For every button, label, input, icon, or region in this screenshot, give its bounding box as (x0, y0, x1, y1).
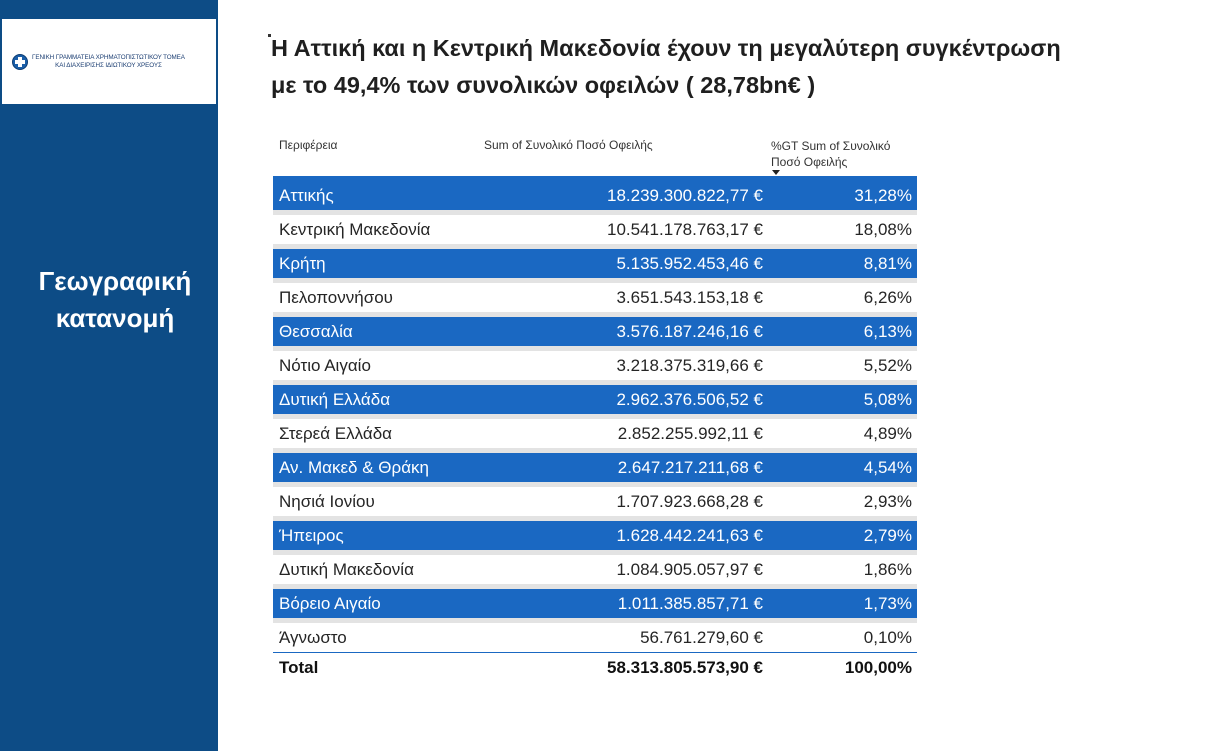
sort-descending-icon[interactable] (772, 170, 780, 175)
cell-region: Θεσσαλία (279, 322, 353, 341)
cell-region: Κεντρική Μακεδονία (279, 220, 431, 239)
cell-percent: 2,79% (863, 526, 912, 545)
bullet-dot (268, 34, 271, 37)
heading-line-2: με το 49,4% των συνολικών οφειλών ( 28,7… (271, 72, 816, 98)
table-row[interactable]: Αττικής 18.239.300.822,77 € 31,28% (273, 176, 917, 210)
section-title-line-2: κατανομή (55, 303, 175, 333)
total-label: Total (279, 658, 319, 677)
cell-amount: 1.011.385.857,71 € (617, 594, 763, 613)
table-row[interactable]: Ήπειρος 1.628.442.241,63 € 2,79% (273, 516, 917, 550)
cell-region: Αττικής (279, 186, 334, 205)
cell-amount: 1.084.905.057,97 € (616, 560, 763, 579)
table-row[interactable]: Άγνωστο 56.761.279,60 € 0,10% (273, 618, 917, 652)
cell-amount: 56.761.279,60 € (640, 628, 763, 647)
cell-percent: 0,10% (863, 628, 912, 647)
header-sum-amount[interactable]: Sum of Συνολικό Ποσό Οφειλής (484, 138, 653, 152)
cell-percent: 8,81% (863, 254, 912, 273)
page-heading: Η Αττική και η Κεντρική Μακεδονία έχουν … (271, 30, 1221, 104)
section-title-line-1: Γεωγραφική (38, 266, 192, 296)
cell-percent: 4,89% (863, 424, 912, 443)
cell-amount: 3.576.187.246,16 € (616, 322, 763, 341)
cell-amount: 2.647.217.211,68 € (617, 458, 763, 477)
table-row[interactable]: Θεσσαλία 3.576.187.246,16 € 6,13% (273, 312, 917, 346)
cell-region: Άγνωστο (279, 628, 347, 647)
cell-amount: 3.651.543.153,18 € (616, 288, 763, 307)
cell-amount: 3.218.375.319,66 € (616, 356, 763, 375)
section-title: Γεωγραφική κατανομή (0, 263, 230, 337)
cell-percent: 18,08% (854, 220, 912, 239)
cell-region: Αν. Μακεδ & Θράκη (279, 458, 429, 477)
cell-region: Δυτική Μακεδονία (279, 560, 414, 579)
cell-region: Δυτική Ελλάδα (279, 390, 391, 409)
cell-region: Στερεά Ελλάδα (279, 424, 392, 443)
cell-amount: 10.541.178.763,17 € (607, 220, 763, 239)
cell-percent: 5,52% (863, 356, 912, 375)
table-header: Περιφέρεια Sum of Συνολικό Ποσό Οφειλής … (273, 130, 917, 176)
debt-by-region-table: Περιφέρεια Sum of Συνολικό Ποσό Οφειλής … (273, 130, 917, 681)
table-row[interactable]: Βόρειο Αιγαίο 1.011.385.857,71 € 1,73% (273, 584, 917, 618)
heading-line-1: Η Αττική και η Κεντρική Μακεδονία έχουν … (271, 35, 1061, 61)
table-total-row: Total 58.313.805.573,90 € 100,00% (273, 652, 917, 681)
cell-region: Νότιο Αιγαίο (279, 356, 371, 375)
cell-percent: 6,13% (863, 322, 912, 341)
total-amount: 58.313.805.573,90 € (607, 658, 763, 677)
table-row[interactable]: Στερεά Ελλάδα 2.852.255.992,11 € 4,89% (273, 414, 917, 448)
cell-percent: 1,86% (863, 560, 912, 579)
cell-percent: 31,28% (854, 186, 912, 205)
cell-amount: 2.852.255.992,11 € (617, 424, 763, 443)
sidebar: ΓΕΝΙΚΗ ΓΡΑΜΜΑΤΕΙΑ ΧΡΗΜΑΤΟΠΙΣΤΩΤΙΚΟΥ ΤΟΜΕ… (0, 0, 218, 751)
table-row[interactable]: Νότιο Αιγαίο 3.218.375.319,66 € 5,52% (273, 346, 917, 380)
table-row[interactable]: Δυτική Ελλάδα 2.962.376.506,52 € 5,08% (273, 380, 917, 414)
table-row[interactable]: Δυτική Μακεδονία 1.084.905.057,97 € 1,86… (273, 550, 917, 584)
greek-emblem-icon (12, 53, 28, 70)
table-row[interactable]: Αν. Μακεδ & Θράκη 2.647.217.211,68 € 4,5… (273, 448, 917, 482)
header-percent-total[interactable]: %GT Sum of Συνολικό Ποσό Οφειλής (771, 139, 891, 169)
cell-percent: 2,93% (863, 492, 912, 511)
cell-percent: 1,73% (863, 594, 912, 613)
cell-region: Πελοποννήσου (279, 288, 393, 307)
logo-text: ΓΕΝΙΚΗ ΓΡΑΜΜΑΤΕΙΑ ΧΡΗΜΑΤΟΠΙΣΤΩΤΙΚΟΥ ΤΟΜΕ… (32, 54, 185, 70)
cell-region: Νησιά Ιονίου (279, 492, 375, 511)
cell-region: Κρήτη (279, 254, 326, 273)
table-row[interactable]: Πελοποννήσου 3.651.543.153,18 € 6,26% (273, 278, 917, 312)
logo-line-1: ΓΕΝΙΚΗ ΓΡΑΜΜΑΤΕΙΑ ΧΡΗΜΑΤΟΠΙΣΤΩΤΙΚΟΥ ΤΟΜΕ… (32, 53, 185, 61)
total-percent: 100,00% (844, 658, 912, 677)
cell-percent: 4,54% (863, 458, 912, 477)
cell-region: Ήπειρος (279, 526, 344, 545)
cell-percent: 5,08% (863, 390, 912, 409)
header-region[interactable]: Περιφέρεια (279, 138, 338, 152)
cell-amount: 18.239.300.822,77 € (607, 186, 763, 205)
cell-amount: 1.707.923.668,28 € (616, 492, 763, 511)
cell-amount: 5.135.952.453,46 € (616, 254, 763, 273)
table-row[interactable]: Κρήτη 5.135.952.453,46 € 8,81% (273, 244, 917, 278)
cell-percent: 6,26% (863, 288, 912, 307)
table-row[interactable]: Νησιά Ιονίου 1.707.923.668,28 € 2,93% (273, 482, 917, 516)
logo-line-2: ΚΑΙ ΔΙΑΧΕΙΡΙΣΗΣ ΙΔΙΩΤΙΚΟΥ ΧΡΕΟΥΣ (55, 61, 162, 69)
cell-region: Βόρειο Αιγαίο (279, 594, 381, 613)
cell-amount: 2.962.376.506,52 € (616, 390, 763, 409)
cell-amount: 1.628.442.241,63 € (616, 526, 763, 545)
table-row[interactable]: Κεντρική Μακεδονία 10.541.178.763,17 € 1… (273, 210, 917, 244)
logo: ΓΕΝΙΚΗ ΓΡΑΜΜΑΤΕΙΑ ΧΡΗΜΑΤΟΠΙΣΤΩΤΙΚΟΥ ΤΟΜΕ… (2, 19, 216, 104)
